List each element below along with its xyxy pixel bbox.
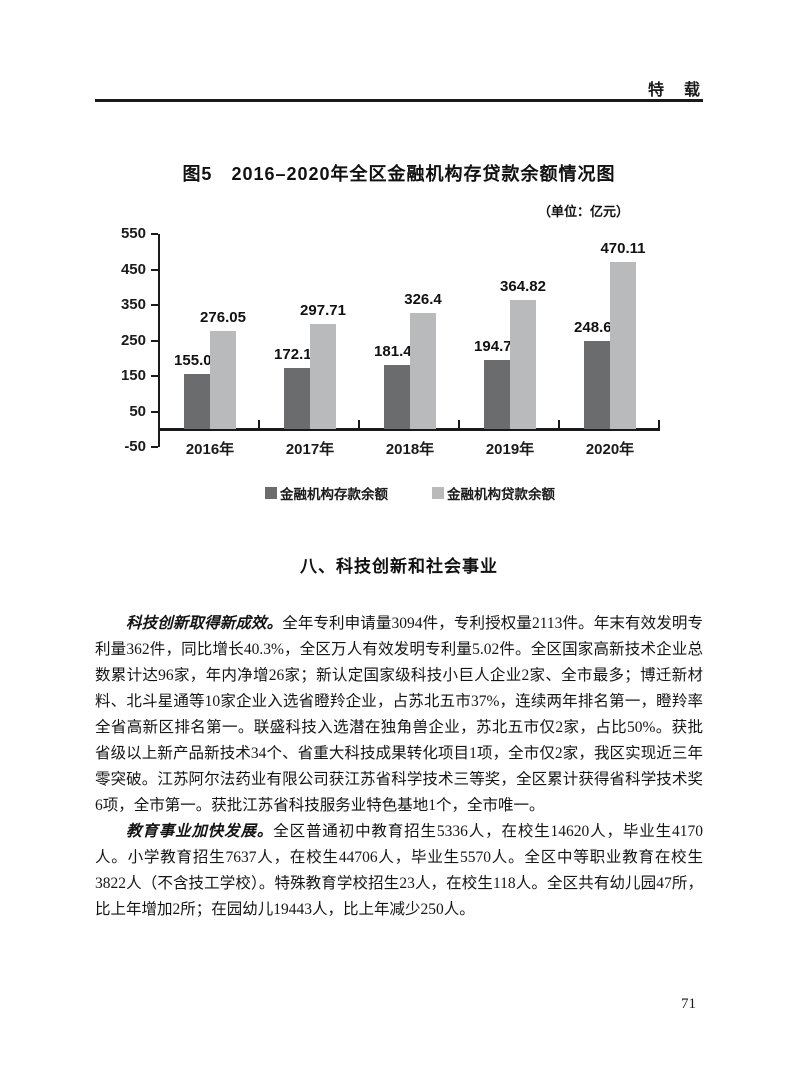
bar-value-label: 297.71	[300, 301, 346, 319]
y-axis-tick	[151, 304, 158, 306]
bar	[310, 323, 336, 430]
paragraph-body: 全区普通初中教育招生5336人，在校生14620人，毕业生4170人。小学教育招…	[95, 823, 703, 918]
bar	[410, 313, 436, 430]
header-rule	[95, 99, 703, 102]
chart-legend: 金融机构存款余额 金融机构贷款余额	[160, 483, 660, 503]
bar-value-label: 326.4	[404, 291, 442, 309]
bar	[584, 340, 610, 430]
category-label: 2020年	[585, 441, 635, 459]
y-tick-label: 350	[120, 296, 146, 313]
y-tick-label: -50	[124, 438, 146, 455]
legend-label: 金融机构存款余额	[280, 487, 388, 502]
y-axis-tick	[151, 233, 158, 235]
bar	[210, 331, 236, 430]
y-tick-label: 550	[120, 225, 146, 242]
y-tick-label: 450	[120, 260, 146, 278]
y-axis-tick	[151, 410, 158, 413]
bar-value-label: 364.82	[500, 277, 546, 295]
y-axis-tick	[151, 375, 158, 377]
bar-value-label: 155.03	[174, 352, 220, 370]
x-axis-tick	[358, 420, 360, 429]
legend-item: 金融机构贷款余额	[432, 483, 555, 503]
paragraph-science: 科技创新取得新成效。全年专利申请量3094件，专利授权量2113件。年末有效发明…	[95, 611, 703, 819]
y-tick-label: 50	[129, 402, 146, 420]
paragraph-lead: 教育事业加快发展。	[126, 823, 274, 840]
category-label: 2016年	[185, 441, 235, 459]
y-axis-tick	[151, 268, 158, 271]
bar-value-label: 470.11	[600, 240, 646, 258]
legend-swatch-icon	[432, 487, 444, 499]
header-label: 特 载	[647, 82, 702, 99]
legend-label: 金融机构贷款余额	[447, 487, 555, 502]
section-block: 八、科技创新和社会事业 科技创新取得新成效。全年专利申请量3094件，专利授权量…	[95, 552, 703, 923]
y-axis-line	[158, 234, 160, 447]
plot-area: 550 450 350 250 150 50 -50 155.03 276.05 2016年 172…	[121, 225, 660, 458]
y-axis-tick	[151, 339, 158, 342]
bar-chart: 550 450 350 250 150 50 -50 155.03 276.05 2016年 172…	[121, 225, 660, 502]
category-label: 2017年	[285, 441, 335, 459]
bar-value-label: 276.05	[200, 309, 246, 327]
paragraph-body: 全年专利申请量3094件，专利授权量2113件。年末有效发明专利量362件，同比…	[95, 615, 703, 814]
bar	[610, 262, 636, 430]
x-axis-tick	[458, 420, 460, 429]
bar	[284, 368, 310, 430]
section-heading: 八、科技创新和社会事业	[300, 557, 498, 576]
y-tick-label: 250	[120, 331, 146, 349]
bar-value-label: 194.72	[474, 338, 520, 356]
category-label: 2019年	[485, 441, 535, 459]
bar	[484, 360, 510, 430]
bar-value-label: 181.46	[374, 342, 420, 360]
paragraph-lead: 科技创新取得新成效。	[126, 615, 283, 632]
legend-swatch-icon	[265, 487, 277, 499]
bar	[184, 374, 210, 430]
x-axis-tick	[558, 420, 560, 429]
x-axis-line	[160, 427, 660, 431]
x-axis-tick	[258, 420, 260, 429]
x-axis-tick	[658, 420, 660, 429]
page-number: 71	[681, 996, 696, 1012]
bar	[384, 364, 410, 430]
category-label: 2018年	[385, 441, 435, 459]
bar-value-label: 248.64	[574, 318, 620, 336]
bar-value-label: 172.16	[274, 346, 320, 364]
bar	[510, 299, 536, 430]
y-tick-label: 150	[120, 367, 146, 384]
legend-item: 金融机构存款余额	[265, 483, 388, 503]
paragraph-education: 教育事业加快发展。全区普通初中教育招生5336人，在校生14620人，毕业生41…	[95, 819, 703, 923]
figure-title: 图5 2016–2020年全区金融机构存贷款余额情况图	[182, 164, 616, 184]
y-axis-tick	[151, 446, 158, 448]
unit-note: （单位：亿元）	[538, 204, 630, 219]
